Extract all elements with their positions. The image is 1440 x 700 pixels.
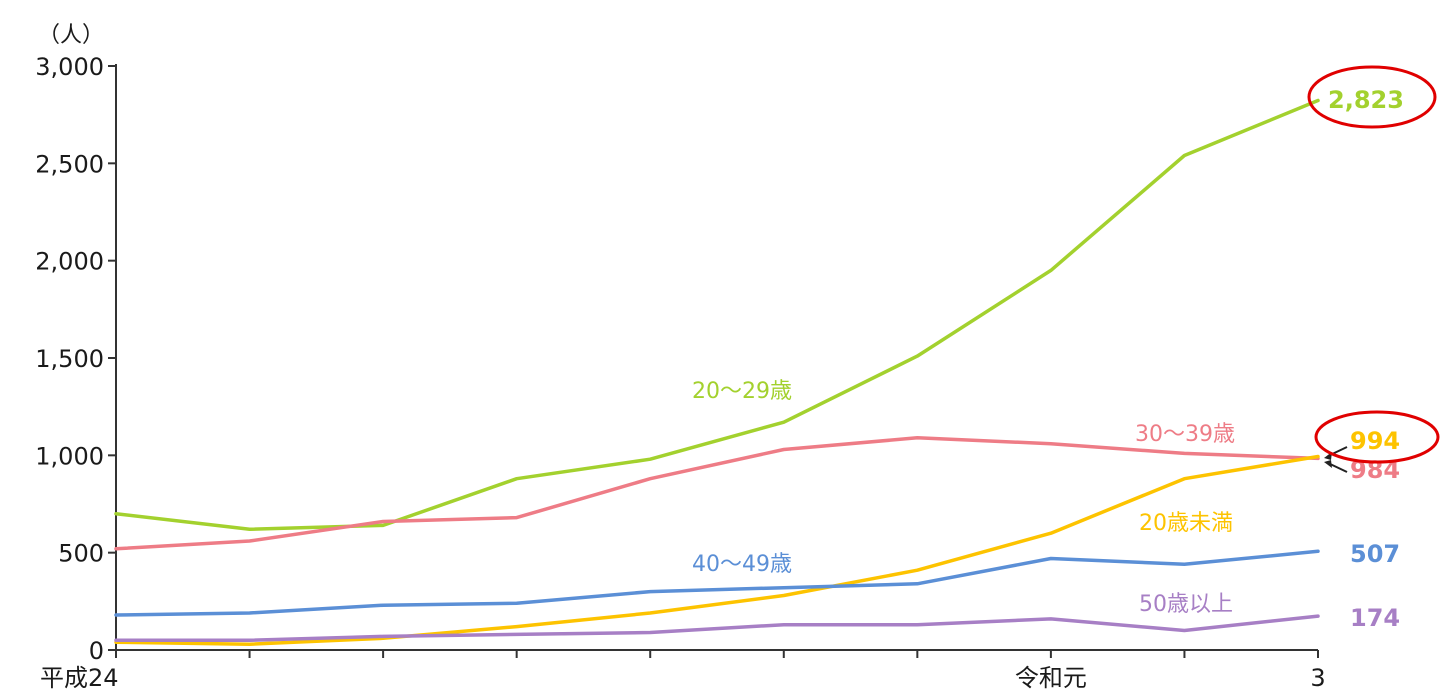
y-tick-label: 2,000: [35, 248, 104, 276]
x-tick-label: 3: [1310, 664, 1325, 692]
series-line: [114, 436, 1320, 551]
y-axis-unit-label: （人）: [38, 23, 104, 48]
series-name-label: 40～49歳: [692, 552, 792, 577]
y-tick-label: 3,000: [35, 53, 104, 81]
end-value-label: 994: [1350, 427, 1400, 455]
x-tick-label: 令和元: [1015, 664, 1087, 692]
series-line: [114, 549, 1320, 617]
series-name-label: 20～29歳: [692, 379, 792, 404]
y-tick-label: 1,500: [35, 345, 104, 373]
series-name-label: 30～39歳: [1135, 422, 1235, 447]
x-tick-label: 平成24: [40, 664, 119, 692]
highlight-ellipse: [1307, 65, 1437, 129]
highlight-ellipse: [1314, 410, 1440, 464]
y-tick-label: 1,000: [35, 442, 104, 470]
end-value-label: 2,823: [1328, 86, 1404, 114]
series-name-label: 20歳未満: [1139, 511, 1233, 536]
series-line: [114, 98, 1320, 532]
pointer-arrowhead: [1324, 460, 1332, 468]
y-tick-label: 2,500: [35, 150, 104, 178]
series-line: [114, 454, 1320, 646]
series-name-label: 50歳以上: [1139, 592, 1233, 617]
end-value-label: 174: [1350, 604, 1400, 632]
series-line: [114, 614, 1320, 643]
end-value-label: 507: [1350, 540, 1400, 568]
y-tick-label: 0: [89, 637, 104, 665]
y-tick-label: 500: [58, 540, 104, 568]
